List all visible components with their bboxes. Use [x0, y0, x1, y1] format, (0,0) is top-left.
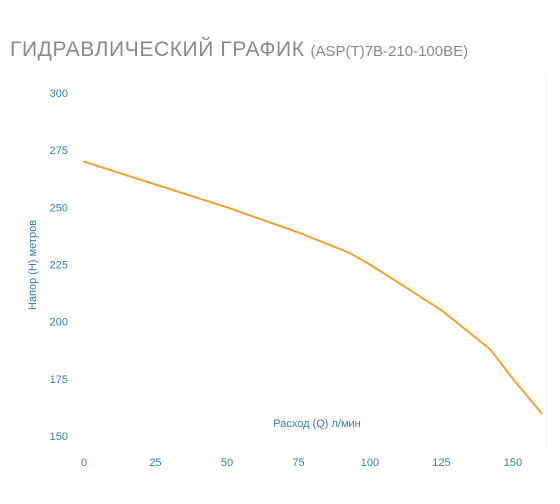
series-layer	[83, 160, 543, 415]
x-tick-label: 50	[221, 457, 233, 469]
x-tick-label: 125	[432, 457, 450, 469]
y-tick-label: 275	[50, 145, 68, 157]
y-tick-label: 200	[50, 317, 68, 329]
y-tick-label: 250	[50, 202, 68, 214]
y-tick-label: 150	[50, 431, 68, 443]
y-tick-label: 225	[50, 260, 68, 272]
x-tick-label: 0	[81, 457, 87, 469]
x-tick-label: 75	[292, 457, 304, 469]
chart-title-model: (ASP(T)7B-210-100BE)	[310, 43, 469, 60]
chart-title: ГИДРАВЛИЧЕСКИЙ ГРАФИК (ASP(T)7B-210-100BE…	[10, 38, 468, 62]
x-axis-title: Расход (Q) л/мин	[273, 418, 361, 430]
series-line-0	[83, 160, 543, 415]
y-axis-ticks: 150 175 200 225 250 275 300	[50, 88, 68, 443]
y-axis-title: Напор (H) метров	[27, 220, 39, 310]
y-tick-label: 175	[50, 374, 68, 386]
x-tick-label: 25	[149, 457, 161, 469]
y-tick-label: 300	[50, 88, 68, 100]
x-axis-ticks: 0 25 50 75 100 125 150	[81, 438, 522, 469]
chart-title-main: ГИДРАВЛИЧЕСКИЙ ГРАФИК	[10, 38, 305, 61]
x-tick-label: 100	[361, 457, 379, 469]
x-tick-label: 150	[504, 457, 522, 469]
